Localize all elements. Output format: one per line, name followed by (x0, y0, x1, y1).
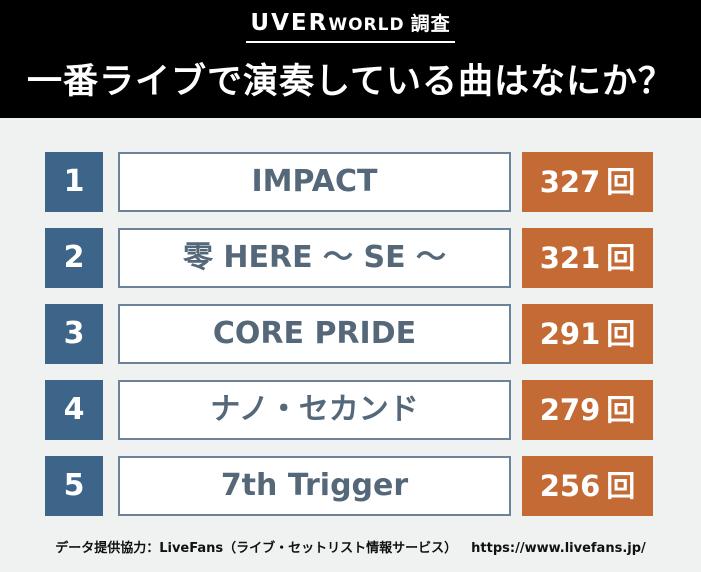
play-count: 327 回 (522, 152, 653, 212)
song-title: CORE PRIDE (118, 304, 511, 364)
play-count: 256 回 (522, 456, 653, 516)
source-text: データ提供協力：LiveFans（ライブ・セットリスト情報サービス） (55, 541, 458, 556)
ranking-row: 4 ナノ・セカンド 279 回 (0, 380, 701, 440)
rank-badge: 1 (45, 152, 103, 212)
ranking-row: 5 7th Trigger 256 回 (0, 456, 701, 516)
page-title: 一番ライブで演奏している曲はなにか？ (27, 62, 674, 102)
header-banner: UVERWORLD 調査 一番ライブで演奏している曲はなにか？ (0, 0, 701, 118)
source-url: https://www.livefans.jp/ (471, 541, 646, 556)
play-count-unit: 回 (606, 393, 636, 427)
play-count-value: 279 (539, 393, 601, 427)
rank-badge: 3 (45, 304, 103, 364)
ranking-row: 1 IMPACT 327 回 (0, 152, 701, 212)
play-count-unit: 回 (606, 317, 636, 351)
rank-badge: 5 (45, 456, 103, 516)
source-credit: データ提供協力：LiveFans（ライブ・セットリスト情報サービス） https:… (0, 540, 701, 558)
play-count-unit: 回 (606, 469, 636, 503)
play-count-value: 321 (539, 241, 601, 275)
song-title: 零 HERE ～ SE ～ (118, 228, 511, 288)
song-title: 7th Trigger (118, 456, 511, 516)
play-count-value: 291 (539, 317, 601, 351)
play-count: 321 回 (522, 228, 653, 288)
play-count-unit: 回 (606, 165, 636, 199)
play-count-value: 327 (539, 165, 601, 199)
rank-badge: 4 (45, 380, 103, 440)
brand-underline: UVERWORLD 調査 (246, 10, 455, 43)
brand-upper: UVER (250, 10, 329, 36)
brand-line: UVERWORLD 調査 (0, 10, 701, 43)
song-title: ナノ・セカンド (118, 380, 511, 440)
play-count: 279 回 (522, 380, 653, 440)
ranking-row: 3 CORE PRIDE 291 回 (0, 304, 701, 364)
brand-suffix: 調査 (410, 13, 451, 35)
play-count: 291 回 (522, 304, 653, 364)
play-count-value: 256 (539, 469, 601, 503)
song-title: IMPACT (118, 152, 511, 212)
rank-badge: 2 (45, 228, 103, 288)
play-count-unit: 回 (606, 241, 636, 275)
brand-lower: WORLD (328, 15, 405, 35)
ranking-row: 2 零 HERE ～ SE ～ 321 回 (0, 228, 701, 288)
